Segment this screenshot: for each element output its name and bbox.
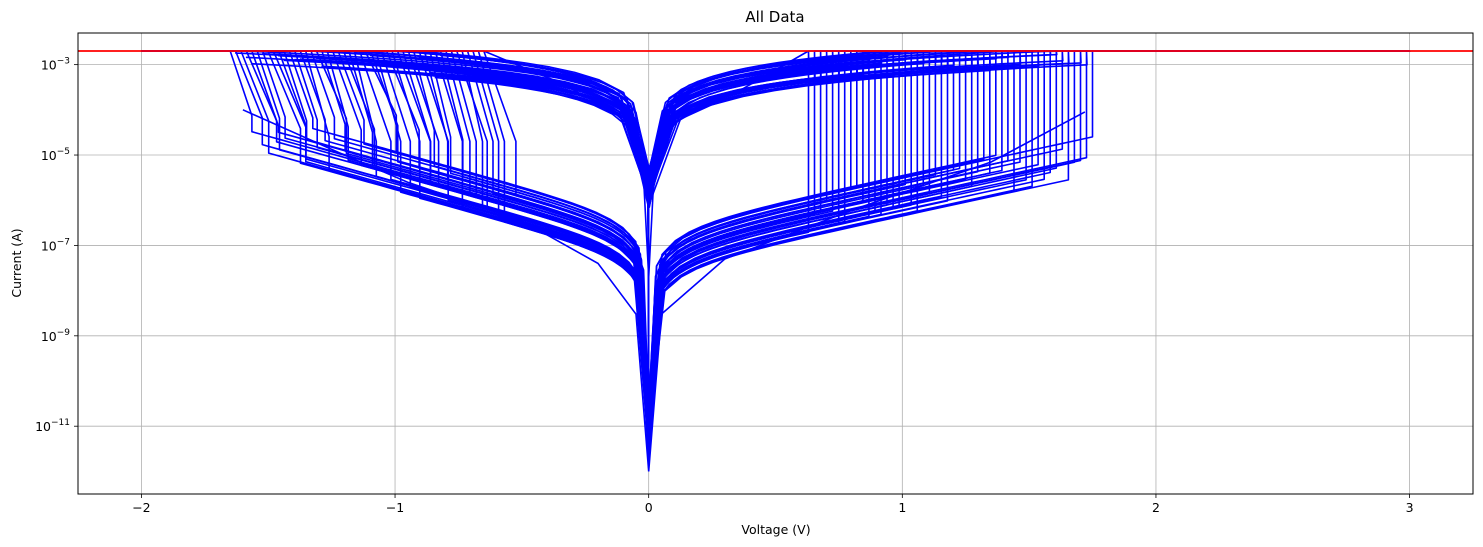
y-tick-label: 10−5	[41, 147, 70, 163]
sweep-negative	[141, 50, 650, 441]
y-axis-ticks: 10−3 10−5 10−7 10−9 10−11	[35, 57, 78, 434]
lower-envelope	[242, 109, 1086, 472]
y-tick-label: 10−7	[41, 237, 70, 253]
sweep-positive	[647, 50, 1157, 425]
chart-title: All Data	[745, 8, 804, 26]
y-tick-label: 10−3	[41, 57, 70, 73]
sweep-negative	[141, 50, 650, 414]
y-axis-label: Current (A)	[9, 228, 24, 297]
sweep-negative	[141, 50, 650, 411]
grid	[78, 33, 1473, 494]
sweep-negative	[141, 50, 650, 444]
plot-frame	[77, 32, 1474, 495]
sweep-positive	[647, 50, 1157, 407]
sweep-positive	[647, 50, 1157, 451]
sweep-negative	[141, 50, 650, 448]
sweep-positive	[647, 50, 1157, 437]
sweep-negative	[141, 50, 650, 468]
x-tick-label: −2	[132, 500, 150, 515]
x-tick-label: 3	[1406, 500, 1414, 515]
sweep-positive	[647, 50, 1411, 408]
x-axis-label: Voltage (V)	[741, 522, 810, 537]
sweep-positive	[647, 50, 1411, 427]
upper-envelope	[483, 50, 809, 278]
x-axis-ticks: −2 −1 0 1 2 3	[132, 494, 1414, 515]
x-tick-label: 1	[898, 500, 906, 515]
x-tick-label: 2	[1152, 500, 1160, 515]
x-tick-label: −1	[386, 500, 404, 515]
sweep-positive	[647, 50, 1411, 418]
sweep-positive	[647, 50, 1157, 406]
y-tick-label: 10−9	[41, 328, 70, 344]
sweep-positive	[647, 50, 1157, 410]
y-tick-label: 10−11	[35, 418, 70, 434]
x-tick-label: 0	[645, 500, 653, 515]
data-series	[141, 50, 1411, 472]
